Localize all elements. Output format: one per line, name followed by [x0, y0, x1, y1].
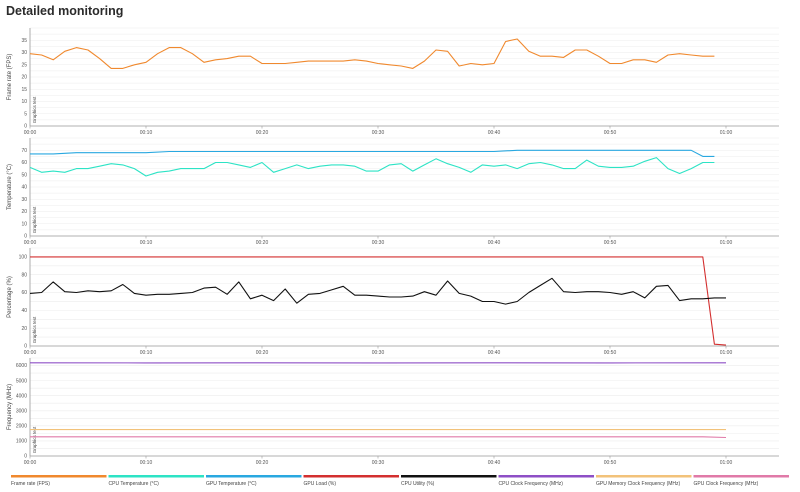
- x-tick-label: 00:20: [256, 460, 269, 466]
- legend-label: GPU Temperature (°C): [206, 481, 257, 487]
- y-tick-label: 20: [21, 75, 27, 81]
- y-tick-label: 0: [24, 344, 27, 350]
- y-tick-label: 15: [21, 87, 27, 93]
- y-tick-label: 0: [24, 454, 27, 460]
- x-tick-label: 01:00: [720, 130, 733, 136]
- legend-swatch: [303, 475, 399, 478]
- chart-panel-1: 0 5 10 15 20 25 30 35 00:00 00:10 00:20 00:30 00:40 0…: [7, 27, 779, 136]
- series-line: [30, 149, 715, 157]
- y-tick-label: 100: [19, 255, 28, 261]
- x-tick-label: 01:00: [720, 460, 733, 466]
- y-tick-label: 70: [21, 148, 27, 154]
- x-tick-label: 00:10: [140, 460, 153, 466]
- chart-panel-2: 0 10 20 30 40 50 60 70 00:00 00:10 00:20 00:30 00:40…: [7, 137, 779, 246]
- x-tick-label: 00:10: [140, 130, 153, 136]
- x-tick-label: 00:10: [140, 240, 153, 246]
- legend-label: GPU Load (%): [304, 481, 337, 487]
- x-tick-label: 00:00: [24, 240, 37, 246]
- y-tick-label: 30: [21, 197, 27, 203]
- legend-swatch: [206, 475, 302, 478]
- x-tick-label: 00:20: [256, 130, 269, 136]
- x-tick-label: 00:10: [140, 350, 153, 356]
- graphics-test-tag: Graphics test: [32, 426, 37, 453]
- chart-panel-3: 0 20 40 60 80 100 00:00 00:10 00:20 00:30 00:40 00:…: [7, 247, 779, 356]
- y-tick-label: 20: [21, 209, 27, 215]
- y-tick-label: 4000: [16, 393, 27, 399]
- legend-label: Frame rate (FPS): [11, 481, 50, 487]
- legend-label: GPU Clock Frequency (MHz): [694, 481, 759, 487]
- x-tick-label: 00:30: [372, 240, 385, 246]
- x-tick-label: 01:00: [720, 350, 733, 356]
- y-axis-title: Frequency (MHz): [7, 384, 13, 430]
- legend-swatch: [498, 475, 594, 478]
- y-axis-title: Frame rate (FPS): [7, 54, 13, 101]
- y-tick-label: 1000: [16, 439, 27, 445]
- y-tick-label: 25: [21, 62, 27, 68]
- x-tick-label: 00:00: [24, 130, 37, 136]
- x-tick-label: 00:30: [372, 460, 385, 466]
- y-tick-label: 20: [21, 326, 27, 332]
- y-tick-label: 6000: [16, 363, 27, 369]
- legend-swatch: [596, 475, 692, 478]
- x-tick-label: 00:30: [372, 350, 385, 356]
- y-tick-label: 60: [21, 160, 27, 166]
- series-line: [29, 38, 715, 69]
- graphics-test-tag: Graphics test: [32, 96, 37, 123]
- legend-label: CPU Utility (%): [401, 481, 435, 487]
- y-tick-label: 60: [21, 290, 27, 296]
- y-tick-label: 30: [21, 50, 27, 56]
- y-tick-label: 2000: [16, 424, 27, 430]
- x-tick-label: 00:50: [604, 240, 617, 246]
- x-tick-label: 00:20: [256, 240, 269, 246]
- x-tick-label: 00:40: [488, 130, 501, 136]
- x-tick-label: 00:40: [488, 460, 501, 466]
- legend-label: GPU Memory Clock Frequency (MHz): [596, 481, 681, 487]
- series-line: [30, 436, 727, 439]
- x-tick-label: 01:00: [720, 240, 733, 246]
- chart-panel-4: 0 1000 2000 3000 4000 5000 6000 00:00 00:10 00:20…: [7, 357, 779, 466]
- y-tick-label: 0: [24, 124, 27, 130]
- y-tick-label: 10: [21, 221, 27, 227]
- x-tick-label: 00:40: [488, 240, 501, 246]
- y-tick-label: 0: [24, 234, 27, 240]
- legend-swatch: [401, 475, 497, 478]
- series-line: [29, 157, 715, 177]
- page-title: Detailed monitoring: [6, 4, 124, 18]
- y-tick-label: 40: [21, 308, 27, 314]
- x-tick-label: 00:20: [256, 350, 269, 356]
- series-line: [30, 256, 727, 346]
- y-tick-label: 10: [21, 99, 27, 105]
- x-tick-label: 00:00: [24, 460, 37, 466]
- y-axis-title: Temperature (°C): [7, 164, 13, 210]
- legend: Frame rate (FPS) CPU Temperature (°C) GPU …: [11, 475, 789, 487]
- x-tick-label: 00:50: [604, 350, 617, 356]
- x-tick-label: 00:40: [488, 350, 501, 356]
- y-tick-label: 3000: [16, 408, 27, 414]
- legend-swatch: [11, 475, 107, 478]
- x-tick-label: 00:00: [24, 350, 37, 356]
- y-tick-label: 5: [24, 111, 27, 117]
- graphics-test-tag: Graphics test: [32, 316, 37, 343]
- x-tick-label: 00:30: [372, 130, 385, 136]
- y-tick-label: 50: [21, 172, 27, 178]
- y-tick-label: 35: [21, 38, 27, 44]
- y-tick-label: 80: [21, 272, 27, 278]
- series-line: [29, 277, 726, 305]
- y-tick-label: 5000: [16, 378, 27, 384]
- y-tick-label: 40: [21, 185, 27, 191]
- legend-label: CPU Clock Frequency (MHz): [499, 481, 564, 487]
- y-axis-title: Percentage (%): [7, 276, 13, 318]
- legend-swatch: [693, 475, 789, 478]
- x-tick-label: 00:50: [604, 460, 617, 466]
- legend-swatch: [108, 475, 204, 478]
- legend-label: CPU Temperature (°C): [109, 481, 160, 487]
- x-tick-label: 00:50: [604, 130, 617, 136]
- graphics-test-tag: Graphics test: [32, 206, 37, 233]
